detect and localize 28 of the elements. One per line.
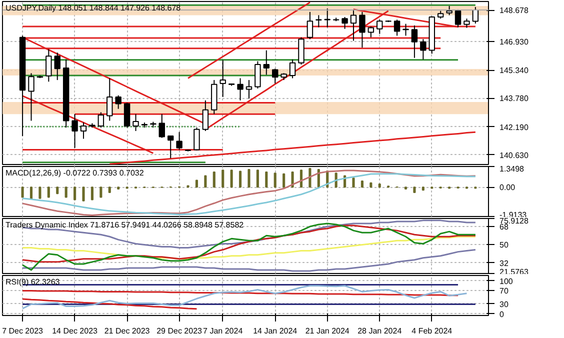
y-tick-label: 30 [500, 300, 509, 309]
chart-title: MACD(12,26,9) -0.0722 0.7393 0.7032 [6, 168, 144, 178]
x-tick-label: 7 Jan 2024 [203, 326, 244, 336]
x-tick-label: 14 Jan 2024 [253, 326, 298, 336]
chart-title: Traders Dynamic Index 71.8716 57.9491 44.0266 58.8948 57.8582 [6, 220, 244, 230]
y-tick-label: 50 [500, 240, 509, 250]
y-tick-label: 100 [500, 276, 514, 286]
y-tick-label: 0.00 [500, 183, 516, 192]
x-tick-label: 21 Dec 2023 [104, 326, 150, 336]
y-tick-label: 142.190 [500, 122, 529, 132]
x-tick-label: 4 Feb 2024 [412, 326, 453, 336]
y-tick-label: 140.630 [500, 150, 529, 160]
y-tick-label: 145.340 [500, 66, 529, 76]
y-tick-label: 143.780 [500, 94, 529, 104]
y-tick-label: 146.930 [500, 37, 529, 46]
x-tick-label: 14 Dec 2023 [52, 326, 98, 336]
ref-line-label: 148.678 [500, 6, 529, 15]
x-tick-label: 29 Dec 2023 [156, 326, 203, 336]
y-tick-label: 68 [500, 222, 509, 232]
x-tick-label: 21 Jan 2024 [305, 326, 350, 336]
y-tick-label: 75.9128 [500, 216, 529, 226]
y-tick-label: 1.3498 [500, 164, 525, 174]
x-tick-label: 28 Jan 2024 [358, 326, 402, 336]
y-tick-label: 70 [500, 286, 509, 296]
y-tick-label: 0 [500, 310, 504, 319]
x-tick-label: 7 Dec 2023 [2, 326, 44, 336]
chart-title: USDJPY,Daily 148.051 148.844 147.926 148.678 [6, 4, 182, 12]
y-tick-label: 32 [500, 258, 509, 268]
